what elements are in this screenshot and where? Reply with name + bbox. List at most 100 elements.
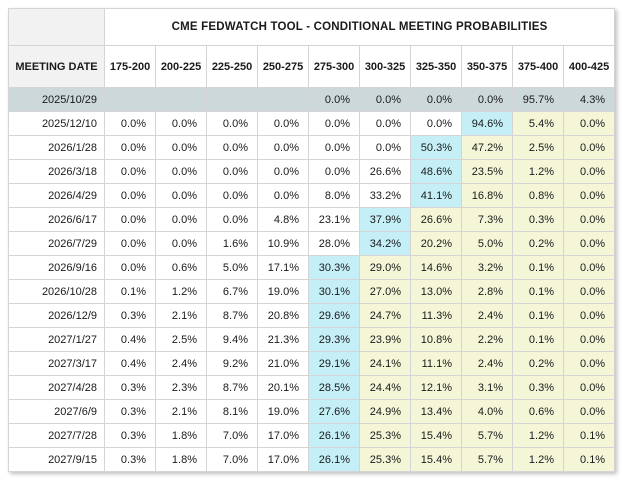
meeting-date-cell: 2026/9/16 [8, 255, 105, 280]
meeting-date-cell: 2025/12/10 [8, 111, 105, 136]
prob-cell: 24.4% [359, 375, 411, 400]
prob-cell [155, 87, 207, 112]
prob-cell: 21.3% [257, 327, 309, 352]
prob-cell: 0.0% [155, 207, 207, 232]
prob-cell: 0.0% [410, 87, 462, 112]
prob-cell: 2.1% [155, 303, 207, 328]
prob-cell: 0.0% [104, 207, 156, 232]
prob-cell: 37.9% [359, 207, 411, 232]
prob-cell: 24.1% [359, 351, 411, 376]
prob-cell: 0.0% [359, 87, 411, 112]
prob-cell: 0.0% [257, 159, 309, 184]
table-title: CME FEDWATCH TOOL - CONDITIONAL MEETING … [103, 8, 616, 46]
prob-cell: 3.2% [461, 255, 513, 280]
prob-cell: 95.7% [512, 87, 564, 112]
prob-cell: 29.3% [308, 327, 360, 352]
prob-cell: 29.0% [359, 255, 411, 280]
prob-cell: 24.9% [359, 399, 411, 424]
prob-cell: 3.1% [461, 375, 513, 400]
rate-range-header: 200-225 [155, 45, 207, 88]
prob-cell: 23.5% [461, 159, 513, 184]
prob-cell: 0.0% [461, 87, 513, 112]
prob-cell [257, 87, 309, 112]
prob-cell: 11.1% [410, 351, 462, 376]
prob-cell: 0.6% [155, 255, 207, 280]
prob-cell: 13.0% [410, 279, 462, 304]
prob-cell: 2.4% [155, 351, 207, 376]
meeting-date-cell: 2026/3/18 [8, 159, 105, 184]
prob-cell: 0.3% [104, 447, 156, 472]
prob-cell: 15.4% [410, 423, 462, 448]
rate-range-header: 375-400 [512, 45, 564, 88]
prob-cell: 0.0% [104, 231, 156, 256]
prob-cell: 50.3% [410, 135, 462, 160]
prob-cell: 5.0% [461, 231, 513, 256]
prob-cell: 5.4% [512, 111, 564, 136]
prob-cell: 15.4% [410, 447, 462, 472]
prob-cell: 17.1% [257, 255, 309, 280]
rate-range-header: 325-350 [410, 45, 462, 88]
prob-cell: 25.3% [359, 423, 411, 448]
prob-cell: 20.8% [257, 303, 309, 328]
meeting-date-cell: 2026/6/17 [8, 207, 105, 232]
prob-cell: 26.1% [308, 423, 360, 448]
meeting-date-cell: 2026/4/29 [8, 183, 105, 208]
table-row: 2026/10/28 0.1% 1.2% 6.7% 19.0% 30.1% 27.0% 13.… [8, 279, 616, 304]
prob-cell: 26.6% [410, 207, 462, 232]
prob-cell: 0.0% [562, 111, 616, 136]
rate-range-header: 300-325 [359, 45, 411, 88]
table-row: 2027/9/15 0.3% 1.8% 7.0% 17.0% 26.1% 25.3% 15.4… [8, 447, 616, 472]
table-row: 2025/10/29 0.0% 0.0% 0.0% 0.0% 95.7% 4.3% [8, 87, 616, 112]
table-row: 2026/7/29 0.0% 0.0% 1.6% 10.9% 28.0% 34.2% 20.2… [8, 231, 616, 256]
table-row: 2027/3/17 0.4% 2.4% 9.2% 21.0% 29.1% 24.1% 11.1… [8, 351, 616, 376]
meeting-date-cell: 2026/7/29 [8, 231, 105, 256]
meeting-date-cell: 2027/6/9 [8, 399, 105, 424]
prob-cell: 0.0% [257, 183, 309, 208]
prob-cell: 0.0% [410, 111, 462, 136]
prob-cell: 30.1% [308, 279, 360, 304]
prob-cell: 8.0% [308, 183, 360, 208]
prob-cell: 0.0% [206, 159, 258, 184]
meeting-date-cell: 2025/10/29 [8, 87, 105, 112]
prob-cell: 19.0% [257, 279, 309, 304]
table-row: 2027/6/9 0.3% 2.1% 8.1% 19.0% 27.6% 24.9% 13.4%… [8, 399, 616, 424]
meeting-date-header: MEETING DATE [8, 45, 105, 88]
prob-cell: 8.7% [206, 375, 258, 400]
prob-cell: 20.2% [410, 231, 462, 256]
prob-cell: 21.0% [257, 351, 309, 376]
prob-cell: 2.1% [155, 399, 207, 424]
column-header-row: MEETING DATE 175-200 200-225 225-250 250-27… [8, 45, 616, 88]
prob-cell [206, 87, 258, 112]
prob-cell: 23.1% [308, 207, 360, 232]
prob-cell: 10.9% [257, 231, 309, 256]
meeting-date-cell: 2026/1/28 [8, 135, 105, 160]
prob-cell: 4.3% [562, 87, 616, 112]
prob-cell: 0.3% [104, 303, 156, 328]
prob-cell: 20.1% [257, 375, 309, 400]
prob-cell: 14.6% [410, 255, 462, 280]
prob-cell: 0.0% [562, 279, 616, 304]
prob-cell: 0.0% [104, 111, 156, 136]
prob-cell: 0.0% [206, 183, 258, 208]
meeting-date-cell: 2027/4/28 [8, 375, 105, 400]
title-row: CME FEDWATCH TOOL - CONDITIONAL MEETING … [8, 8, 616, 46]
prob-cell: 0.0% [562, 207, 616, 232]
prob-cell: 33.2% [359, 183, 411, 208]
table-row: 2026/3/18 0.0% 0.0% 0.0% 0.0% 0.0% 26.6% 48.6% 2… [8, 159, 616, 184]
table-row: 2025/12/10 0.0% 0.0% 0.0% 0.0% 0.0% 0.0% 0.0% 94… [8, 111, 616, 136]
prob-cell: 8.1% [206, 399, 258, 424]
prob-cell: 0.0% [104, 183, 156, 208]
prob-cell: 94.6% [461, 111, 513, 136]
corner-cell [8, 8, 105, 46]
rate-range-header: 250-275 [257, 45, 309, 88]
prob-cell: 1.2% [512, 447, 564, 472]
prob-cell: 47.2% [461, 135, 513, 160]
prob-cell: 1.8% [155, 447, 207, 472]
prob-cell: 2.5% [155, 327, 207, 352]
prob-cell: 0.0% [562, 351, 616, 376]
prob-cell: 0.1% [562, 447, 616, 472]
prob-cell: 0.0% [104, 255, 156, 280]
prob-cell: 0.1% [512, 255, 564, 280]
prob-cell: 0.4% [104, 351, 156, 376]
prob-cell: 25.3% [359, 447, 411, 472]
